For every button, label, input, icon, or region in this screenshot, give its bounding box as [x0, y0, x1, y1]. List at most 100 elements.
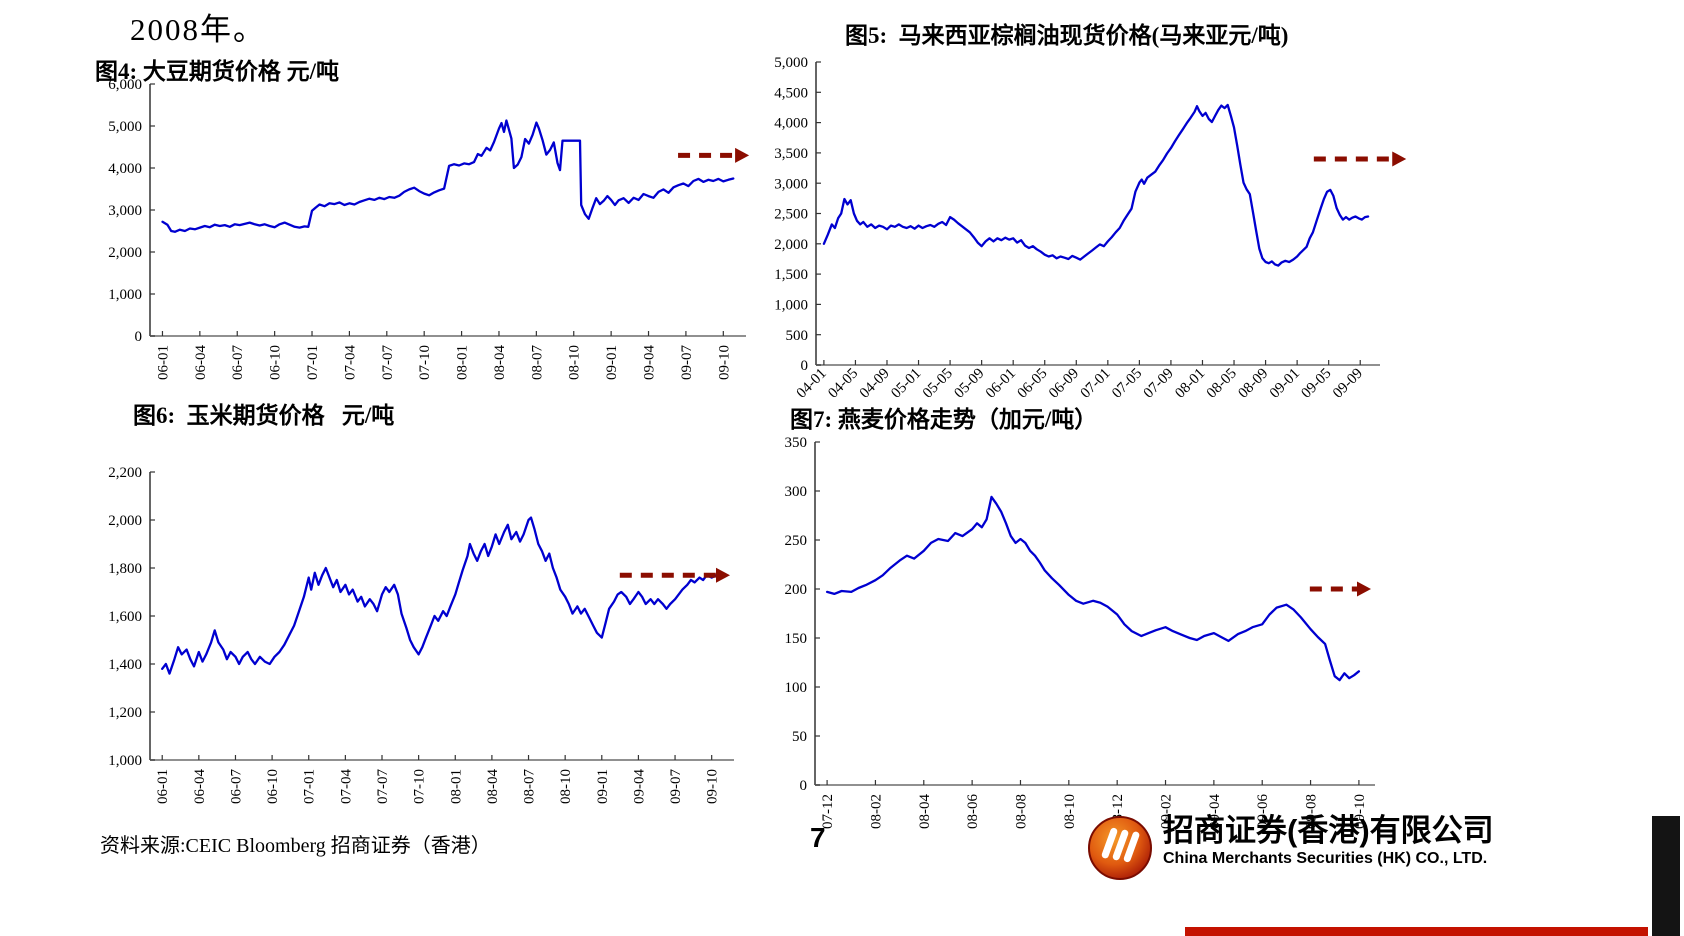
svg-text:05-09: 05-09 [951, 366, 987, 402]
svg-text:06-09: 06-09 [1046, 366, 1082, 402]
paragraph-text: 2008年。 [130, 12, 266, 47]
svg-text:350: 350 [785, 435, 808, 451]
svg-text:3,000: 3,000 [774, 176, 808, 192]
svg-text:06-07: 06-07 [230, 345, 246, 380]
footer-red-strip [1185, 927, 1648, 936]
svg-text:08-09: 08-09 [1235, 366, 1271, 402]
svg-text:09-09: 09-09 [1330, 366, 1366, 402]
svg-text:07-10: 07-10 [417, 345, 433, 380]
chart7-oat-price-plot: 0 50 100 150 200 250 300 350 07-12 08-02 08-04 08-0… [785, 435, 1375, 829]
svg-text:150: 150 [785, 631, 808, 647]
svg-text:08-04: 08-04 [485, 769, 501, 804]
svg-text:07-04: 07-04 [338, 769, 354, 804]
svg-text:1,800: 1,800 [108, 561, 142, 577]
svg-text:2,200: 2,200 [108, 465, 142, 481]
logo-name-cn: 招商证券(香港)有限公司 [1163, 813, 1494, 848]
svg-text:07-07: 07-07 [375, 769, 391, 804]
svg-text:08-07: 08-07 [522, 769, 538, 804]
svg-text:08-01: 08-01 [455, 345, 471, 380]
svg-text:2,500: 2,500 [774, 207, 808, 223]
svg-text:07-01: 07-01 [305, 345, 321, 380]
svg-text:50: 50 [792, 729, 807, 745]
svg-text:09-10: 09-10 [1352, 794, 1368, 829]
svg-text:0: 0 [135, 329, 143, 345]
svg-text:0: 0 [800, 778, 808, 794]
svg-text:07-01: 07-01 [1078, 366, 1114, 402]
svg-text:08-06: 08-06 [965, 794, 981, 829]
cms-logo: 招商证券(香港)有限公司 China Merchants Securities … [1086, 813, 1494, 881]
svg-text:300: 300 [785, 484, 808, 500]
chart6-corn-futures-plot: 1,000 1,200 1,400 1,600 1,800 2,000 2,200 06-01… [108, 465, 734, 804]
svg-text:08-02: 08-02 [868, 794, 884, 829]
svg-text:08-08: 08-08 [1013, 794, 1029, 829]
svg-text:08-10: 08-10 [558, 769, 574, 804]
svg-text:09-08: 09-08 [1304, 794, 1320, 829]
svg-text:08-04: 08-04 [917, 794, 933, 829]
svg-text:5,000: 5,000 [108, 119, 142, 135]
source-note: 资料来源:CEIC Bloomberg 招商证券（香港） [100, 835, 491, 857]
svg-text:04-09: 04-09 [857, 366, 893, 402]
page-number: 7 [810, 822, 826, 853]
svg-text:1,000: 1,000 [774, 298, 808, 314]
svg-text:09-10: 09-10 [705, 769, 721, 804]
svg-text:08-07: 08-07 [529, 345, 545, 380]
svg-text:200: 200 [785, 582, 808, 598]
svg-text:07-09: 07-09 [1141, 366, 1177, 402]
svg-text:07-12: 07-12 [820, 794, 836, 829]
svg-text:1,200: 1,200 [108, 705, 142, 721]
svg-text:06-10: 06-10 [268, 345, 284, 380]
svg-text:1,400: 1,400 [108, 657, 142, 673]
svg-text:1,000: 1,000 [108, 753, 142, 769]
svg-text:06-05: 06-05 [1014, 366, 1050, 402]
svg-text:06-04: 06-04 [193, 345, 209, 380]
svg-text:09-10: 09-10 [716, 345, 732, 380]
svg-text:05-01: 05-01 [888, 366, 924, 402]
svg-text:08-10: 08-10 [567, 345, 583, 380]
svg-text:09-07: 09-07 [668, 769, 684, 804]
svg-text:07-05: 07-05 [1109, 366, 1145, 402]
logo-name-en: China Merchants Securities (HK) CO., LTD… [1163, 849, 1488, 867]
svg-text:500: 500 [786, 328, 809, 344]
chart7-title: 图7: 燕麦价格走势（加元/吨） [790, 407, 1098, 432]
svg-text:04-01: 04-01 [794, 366, 830, 402]
svg-text:250: 250 [785, 533, 808, 549]
chart4-title: 图4: 大豆期货价格 元/吨 [95, 59, 340, 84]
svg-text:09-04: 09-04 [631, 769, 647, 804]
svg-text:1,000: 1,000 [108, 287, 142, 303]
svg-text:2,000: 2,000 [108, 513, 142, 529]
svg-text:09-01: 09-01 [595, 769, 611, 804]
svg-text:6,000: 6,000 [108, 77, 142, 93]
svg-text:09-04: 09-04 [642, 345, 658, 380]
svg-text:2,000: 2,000 [774, 237, 808, 253]
svg-text:06-04: 06-04 [192, 769, 208, 804]
svg-text:08-01: 08-01 [448, 769, 464, 804]
svg-text:08-04: 08-04 [492, 345, 508, 380]
svg-text:05-05: 05-05 [920, 366, 956, 402]
svg-text:09-02: 09-02 [1159, 794, 1175, 829]
svg-text:0: 0 [801, 358, 809, 374]
chart6-title: 图6: 玉米期货价格 元/吨 [133, 403, 395, 428]
svg-text:4,000: 4,000 [774, 116, 808, 132]
cms-logo-icon [1088, 816, 1152, 880]
svg-text:1,600: 1,600 [108, 609, 142, 625]
svg-text:09-06: 09-06 [1255, 794, 1271, 829]
svg-text:07-04: 07-04 [342, 345, 358, 380]
svg-text:07-10: 07-10 [412, 769, 428, 804]
chart5-palm-oil-plot: 0 500 1,000 1,500 2,000 2,500 3,000 3,500 4,000 4… [774, 55, 1407, 402]
svg-text:04-05: 04-05 [825, 366, 861, 402]
svg-text:4,000: 4,000 [108, 161, 142, 177]
svg-text:06-07: 06-07 [228, 769, 244, 804]
svg-text:07-07: 07-07 [380, 345, 396, 380]
svg-text:09-01: 09-01 [604, 345, 620, 380]
svg-text:06-10: 06-10 [265, 769, 281, 804]
svg-text:2,000: 2,000 [108, 245, 142, 261]
svg-text:06-01: 06-01 [155, 769, 171, 804]
svg-text:09-01: 09-01 [1267, 366, 1303, 402]
svg-text:08-10: 08-10 [1062, 794, 1078, 829]
svg-text:08-05: 08-05 [1204, 366, 1240, 402]
svg-text:100: 100 [785, 680, 808, 696]
chart4-soybean-futures-plot: 0 1,000 2,000 3,000 4,000 5,000 6,000 06-01 06-0… [108, 77, 750, 380]
svg-text:4,500: 4,500 [774, 85, 808, 101]
svg-text:09-05: 09-05 [1298, 366, 1334, 402]
